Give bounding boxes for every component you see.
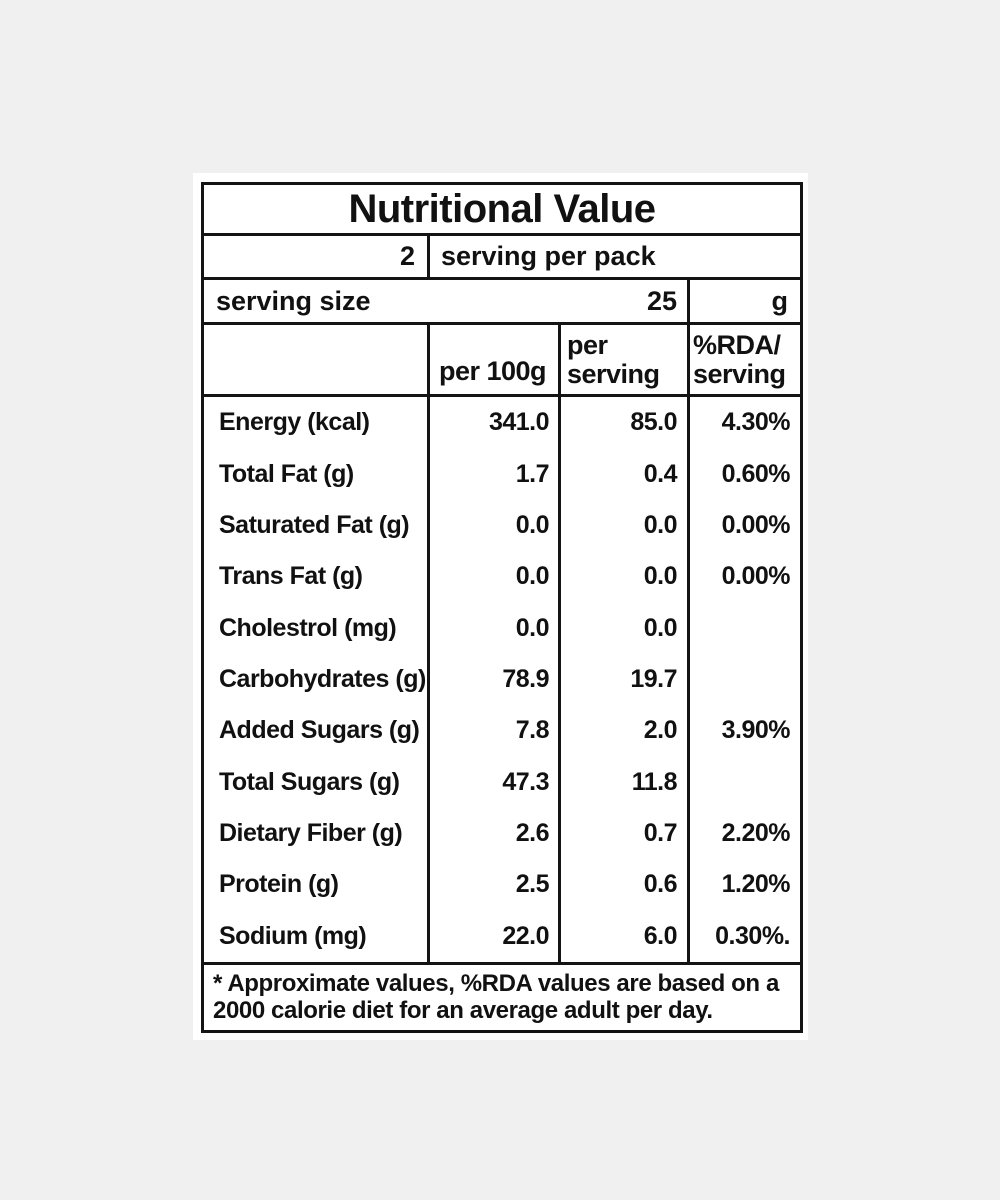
- per-100g-header-label: per 100g: [438, 356, 547, 386]
- column-divider: [558, 325, 561, 394]
- nutrient-label: Total Sugars (g): [219, 767, 400, 796]
- per-serving-value: 6.0: [643, 921, 678, 950]
- table-row: Protein (g) 2.5 0.6 1.20%: [204, 859, 800, 910]
- table-row: Sodium (mg) 22.0 6.0 0.30%.: [204, 911, 800, 962]
- per-100g-value: 22.0: [502, 921, 549, 950]
- footnote-line1: * Approximate values, %RDA values are ba…: [213, 970, 779, 997]
- nutrition-table: Nutritional Value 2 serving per pack ser…: [201, 182, 803, 1033]
- footnote: * Approximate values, %RDA values are ba…: [204, 965, 800, 1030]
- column-divider: [427, 397, 430, 962]
- per-100g-value: 0.0: [515, 562, 550, 591]
- table-row: Energy (kcal) 341.0 85.0 4.30%: [204, 397, 800, 448]
- column-header-per-100g: per 100g: [427, 325, 558, 394]
- per-serving-value: 0.6: [643, 870, 678, 899]
- per-100g-value: 341.0: [488, 408, 550, 437]
- nutrient-label: Energy (kcal): [219, 408, 370, 437]
- per-100g-value: 0.0: [515, 613, 550, 642]
- servings-per-pack-label: serving per pack: [427, 236, 800, 277]
- nutrient-rows-area: Energy (kcal) 341.0 85.0 4.30% Total Fat…: [204, 397, 800, 965]
- table-row: Total Sugars (g) 47.3 11.8: [204, 757, 800, 808]
- per-serving-value: 85.0: [630, 408, 677, 437]
- table-row: Saturated Fat (g) 0.0 0.0 0.00%: [204, 500, 800, 551]
- column-header-per-serving: per serving: [558, 325, 687, 394]
- nutrition-label-card: Nutritional Value 2 serving per pack ser…: [193, 173, 808, 1040]
- serving-size-value: 25: [646, 285, 677, 316]
- nutrient-label: Saturated Fat (g): [219, 510, 410, 539]
- serving-size-main: serving size 25: [204, 280, 687, 322]
- nutrient-label: Trans Fat (g): [219, 562, 363, 591]
- nutrient-label: Total Fat (g): [219, 459, 354, 488]
- column-divider: [687, 397, 690, 962]
- serving-size-row: serving size 25 g: [204, 280, 800, 325]
- per-serving-value: 0.4: [643, 459, 678, 488]
- column-header-empty: [204, 325, 427, 394]
- rda-value: 0.00%: [721, 562, 791, 591]
- column-divider: [427, 325, 430, 394]
- rda-header-line1: %RDA/: [693, 330, 781, 360]
- per-100g-value: 0.0: [515, 510, 550, 539]
- per-100g-value: 47.3: [502, 767, 549, 796]
- nutrient-label: Sodium (mg): [219, 921, 367, 950]
- per-serving-value: 0.0: [643, 613, 678, 642]
- footnote-line2: 2000 calorie diet for an average adult p…: [213, 997, 713, 1024]
- nutrient-label: Dietary Fiber (g): [219, 819, 403, 848]
- rda-header-line2: serving: [693, 359, 786, 389]
- per-100g-value: 78.9: [502, 664, 549, 693]
- rda-value: 2.20%: [721, 819, 791, 848]
- column-divider: [558, 397, 561, 962]
- rows-host: Energy (kcal) 341.0 85.0 4.30% Total Fat…: [204, 397, 800, 962]
- per-serving-header-line1: per: [567, 330, 608, 360]
- column-header-row: per 100g per serving %RDA/ serving: [204, 325, 800, 397]
- per-100g-value: 2.5: [515, 870, 550, 899]
- per-100g-value: 2.6: [515, 819, 550, 848]
- table-title-row: Nutritional Value: [204, 185, 800, 236]
- table-row: Dietary Fiber (g) 2.6 0.7 2.20%: [204, 808, 800, 859]
- table-row: Added Sugars (g) 7.8 2.0 3.90%: [204, 705, 800, 756]
- rda-value: 0.60%: [721, 459, 791, 488]
- serving-size-label: serving size: [216, 285, 371, 316]
- servings-count: 2: [399, 241, 415, 271]
- column-header-rda: %RDA/ serving: [687, 325, 800, 394]
- table-row: Cholestrol (mg) 0.0 0.0: [204, 602, 800, 653]
- rda-value: 4.30%: [721, 408, 791, 437]
- table-row: Total Fat (g) 1.7 0.4 0.60%: [204, 448, 800, 499]
- per-serving-value: 2.0: [643, 716, 678, 745]
- per-100g-value: 1.7: [515, 459, 550, 488]
- nutrient-label: Added Sugars (g): [219, 716, 420, 745]
- per-serving-value: 0.0: [643, 562, 678, 591]
- per-serving-header-line2: serving: [567, 359, 660, 389]
- per-serving-value: 0.0: [643, 510, 678, 539]
- column-divider: [687, 325, 690, 394]
- nutrient-label: Cholestrol (mg): [219, 613, 397, 642]
- rda-value: 0.00%: [721, 510, 791, 539]
- per-serving-value: 0.7: [643, 819, 678, 848]
- table-row: Carbohydrates (g) 78.9 19.7: [204, 654, 800, 705]
- table-row: Trans Fat (g) 0.0 0.0 0.00%: [204, 551, 800, 602]
- nutrient-label: Carbohydrates (g): [219, 664, 426, 693]
- servings-per-pack-row: 2 serving per pack: [204, 236, 800, 280]
- per-serving-value: 11.8: [631, 767, 678, 796]
- table-title: Nutritional Value: [348, 186, 656, 231]
- rda-value: 1.20%: [721, 870, 791, 899]
- rda-value: 0.30%.: [715, 921, 790, 950]
- per-serving-value: 19.7: [630, 664, 677, 693]
- per-100g-value: 7.8: [515, 716, 550, 745]
- rda-value: 3.90%: [721, 716, 791, 745]
- serving-size-unit: g: [687, 280, 800, 322]
- nutrient-label: Protein (g): [219, 870, 339, 899]
